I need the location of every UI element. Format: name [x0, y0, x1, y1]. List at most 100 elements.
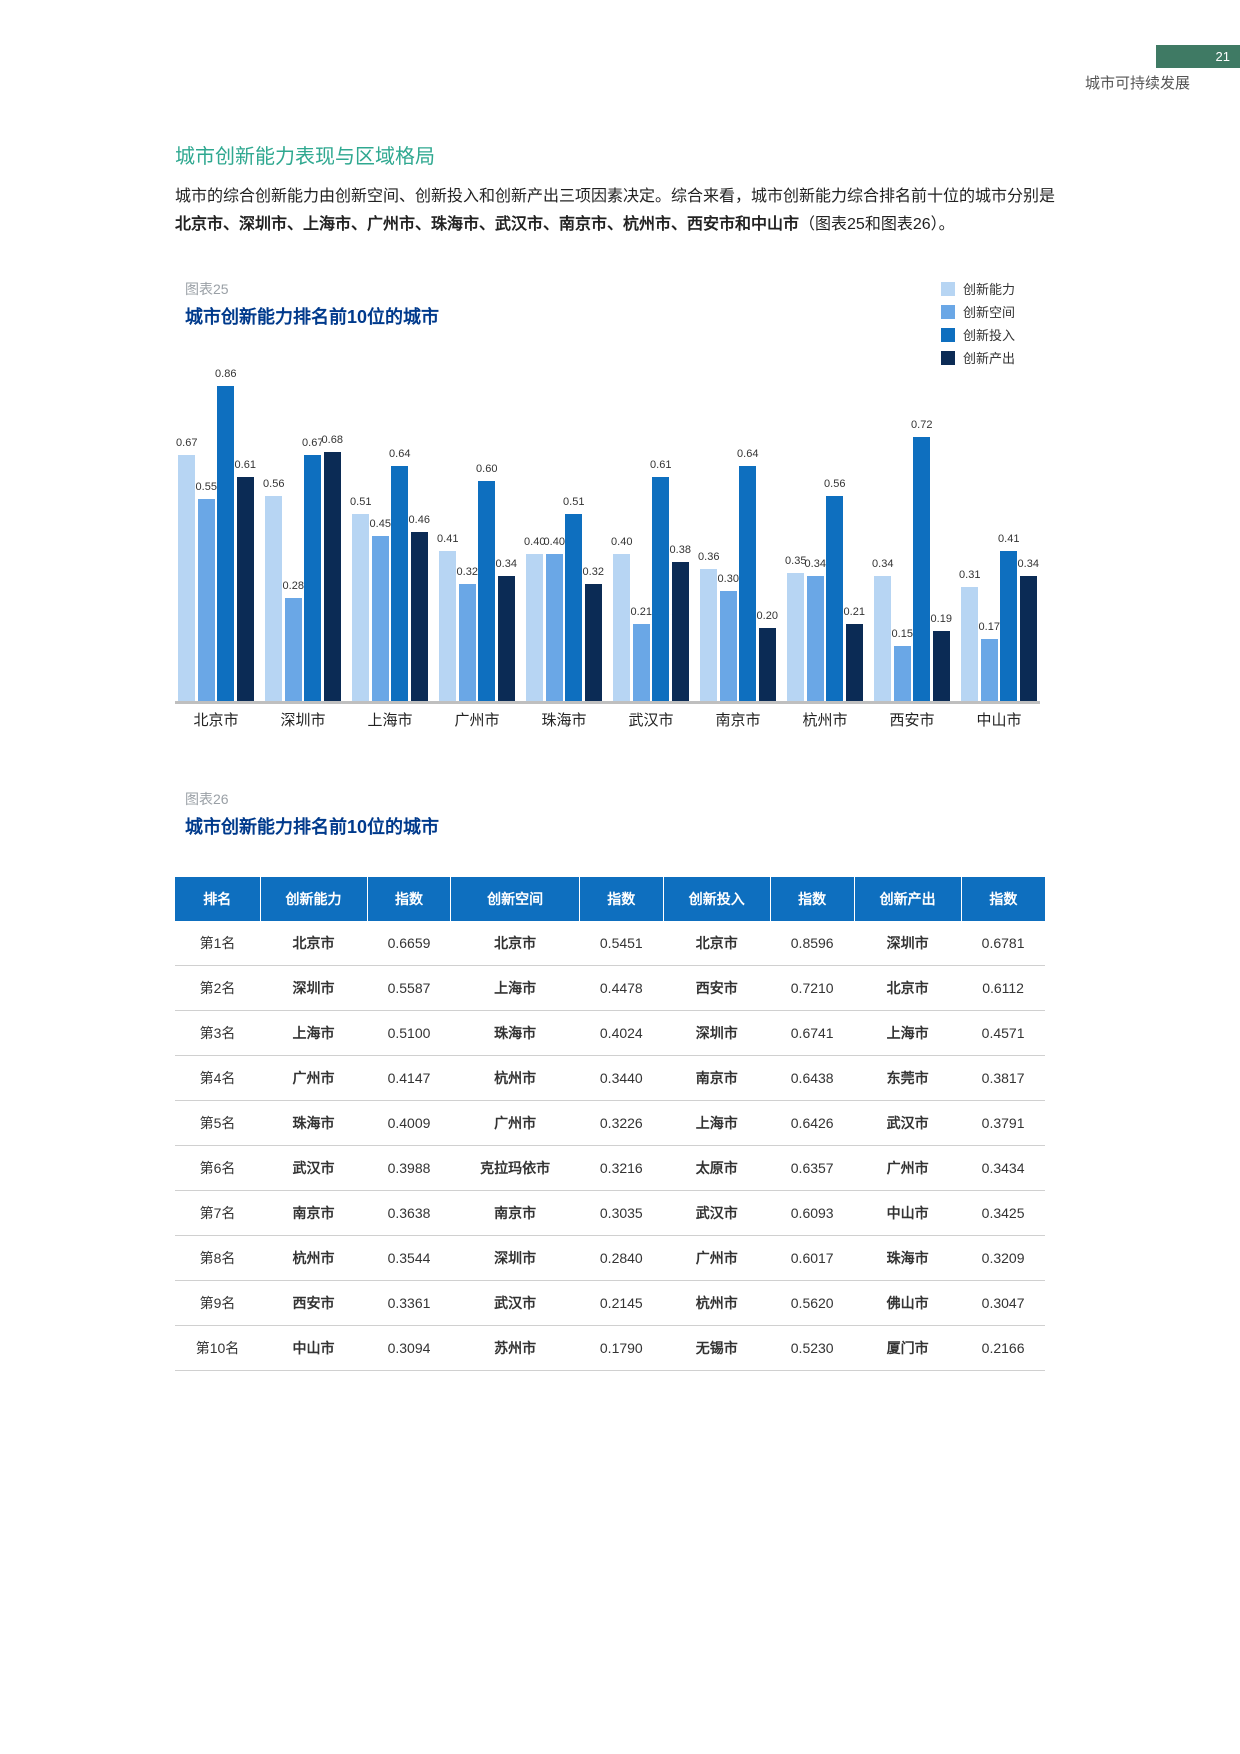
- table-cell: 0.4024: [579, 1011, 663, 1056]
- table-cell: 北京市: [260, 921, 367, 966]
- bar-value-label: 0.64: [737, 448, 758, 460]
- bar-value-label: 0.34: [805, 558, 826, 570]
- table-cell: 杭州市: [663, 1281, 770, 1326]
- bar: 0.15: [894, 646, 911, 701]
- bar-value-label: 0.40: [611, 536, 632, 548]
- x-axis-label: 西安市: [871, 709, 953, 730]
- bar: 0.34: [1020, 576, 1037, 701]
- bar-value-label: 0.34: [872, 558, 893, 570]
- table-cell: 0.3226: [579, 1101, 663, 1146]
- bar: 0.64: [391, 466, 408, 701]
- table-cell: 0.3425: [961, 1191, 1045, 1236]
- table-header-cell: 指数: [579, 877, 663, 921]
- table-row: 第6名武汉市0.3988克拉玛依市0.3216太原市0.6357广州市0.343…: [175, 1146, 1045, 1191]
- bar: 0.19: [933, 631, 950, 701]
- table-cell: 0.6659: [367, 921, 451, 966]
- legend-item: 创新产出: [941, 348, 1015, 367]
- bar: 0.46: [411, 532, 428, 701]
- table-cell: 0.3988: [367, 1146, 451, 1191]
- table-cell: 0.5620: [770, 1281, 854, 1326]
- bar-value-label: 0.41: [998, 533, 1019, 545]
- table-cell: 0.6357: [770, 1146, 854, 1191]
- chart26-label: 图表26: [185, 789, 1060, 809]
- table-cell: 杭州市: [260, 1236, 367, 1281]
- table-cell: 0.6017: [770, 1236, 854, 1281]
- legend-item: 创新投入: [941, 325, 1015, 344]
- table-cell: 0.3094: [367, 1326, 451, 1371]
- table-cell: 第10名: [175, 1326, 260, 1371]
- bar: 0.34: [498, 576, 515, 701]
- table-cell: 东莞市: [854, 1056, 961, 1101]
- table-cell: 0.3817: [961, 1056, 1045, 1101]
- bar: 0.32: [585, 584, 602, 701]
- table-cell: 西安市: [663, 966, 770, 1011]
- bar-value-label: 0.34: [1018, 558, 1039, 570]
- chart25: 创新能力创新空间创新投入创新产出 0.670.550.860.610.560.2…: [175, 339, 1045, 739]
- bar-value-label: 0.40: [524, 536, 545, 548]
- table-row: 第4名广州市0.4147杭州市0.3440南京市0.6438东莞市0.3817: [175, 1056, 1045, 1101]
- body-paragraph: 城市的综合创新能力由创新空间、创新投入和创新产出三项因素决定。综合来看，城市创新…: [175, 183, 1060, 239]
- bar: 0.40: [526, 554, 543, 701]
- legend-item: 创新空间: [941, 302, 1015, 321]
- table-header-cell: 指数: [961, 877, 1045, 921]
- table-cell: 广州市: [260, 1056, 367, 1101]
- table-cell: 0.2166: [961, 1326, 1045, 1371]
- table-cell: 武汉市: [451, 1281, 580, 1326]
- bar-value-label: 0.67: [302, 437, 323, 449]
- table-header-cell: 创新空间: [451, 877, 580, 921]
- table-cell: 0.5230: [770, 1326, 854, 1371]
- table-cell: 武汉市: [854, 1101, 961, 1146]
- table-row: 第2名深圳市0.5587上海市0.4478西安市0.7210北京市0.6112: [175, 966, 1045, 1011]
- table-cell: 0.3434: [961, 1146, 1045, 1191]
- table-header-cell: 创新产出: [854, 877, 961, 921]
- table-cell: 0.6438: [770, 1056, 854, 1101]
- x-axis-label: 上海市: [349, 709, 431, 730]
- table-row: 第9名西安市0.3361武汉市0.2145杭州市0.5620佛山市0.3047: [175, 1281, 1045, 1326]
- bar: 0.20: [759, 628, 776, 701]
- bar: 0.32: [459, 584, 476, 701]
- table-cell: 0.3440: [579, 1056, 663, 1101]
- table-cell: 武汉市: [663, 1191, 770, 1236]
- bar-value-label: 0.41: [437, 533, 458, 545]
- x-axis-label: 广州市: [436, 709, 518, 730]
- table-cell: 太原市: [663, 1146, 770, 1191]
- x-axis-label: 珠海市: [523, 709, 605, 730]
- table-cell: 上海市: [854, 1011, 961, 1056]
- table-row: 第7名南京市0.3638南京市0.3035武汉市0.6093中山市0.3425: [175, 1191, 1045, 1236]
- bar-value-label: 0.55: [196, 481, 217, 493]
- table-cell: 0.4478: [579, 966, 663, 1011]
- bar-group: 0.510.450.640.46: [349, 466, 431, 701]
- table-cell: 0.8596: [770, 921, 854, 966]
- bar-value-label: 0.56: [824, 478, 845, 490]
- table-cell: 第8名: [175, 1236, 260, 1281]
- bar: 0.40: [546, 554, 563, 701]
- table-cell: 佛山市: [854, 1281, 961, 1326]
- chart25-title: 城市创新能力排名前10位的城市: [185, 303, 1060, 329]
- x-axis-label: 杭州市: [784, 709, 866, 730]
- legend-label: 创新投入: [963, 325, 1015, 344]
- table-cell: 0.2145: [579, 1281, 663, 1326]
- table-cell: 0.6426: [770, 1101, 854, 1146]
- table-header-cell: 指数: [770, 877, 854, 921]
- bar: 0.67: [178, 455, 195, 701]
- table-cell: 第2名: [175, 966, 260, 1011]
- bar-value-label: 0.30: [718, 573, 739, 585]
- table-header-cell: 排名: [175, 877, 260, 921]
- table-cell: 广州市: [451, 1101, 580, 1146]
- table-header-cell: 创新投入: [663, 877, 770, 921]
- chart-legend: 创新能力创新空间创新投入创新产出: [941, 279, 1015, 371]
- bar: 0.40: [613, 554, 630, 701]
- table-cell: 上海市: [663, 1101, 770, 1146]
- table-cell: 0.5451: [579, 921, 663, 966]
- table-cell: 北京市: [451, 921, 580, 966]
- table-cell: 0.5587: [367, 966, 451, 1011]
- table-cell: 北京市: [854, 966, 961, 1011]
- table-cell: 第3名: [175, 1011, 260, 1056]
- table-cell: 0.4571: [961, 1011, 1045, 1056]
- chart-x-labels: 北京市深圳市上海市广州市珠海市武汉市南京市杭州市西安市中山市: [175, 709, 1040, 733]
- header-subtitle: 城市可持续发展: [1085, 72, 1190, 93]
- bar-value-label: 0.72: [911, 419, 932, 431]
- table-cell: 珠海市: [260, 1101, 367, 1146]
- bar-value-label: 0.64: [389, 448, 410, 460]
- legend-label: 创新空间: [963, 302, 1015, 321]
